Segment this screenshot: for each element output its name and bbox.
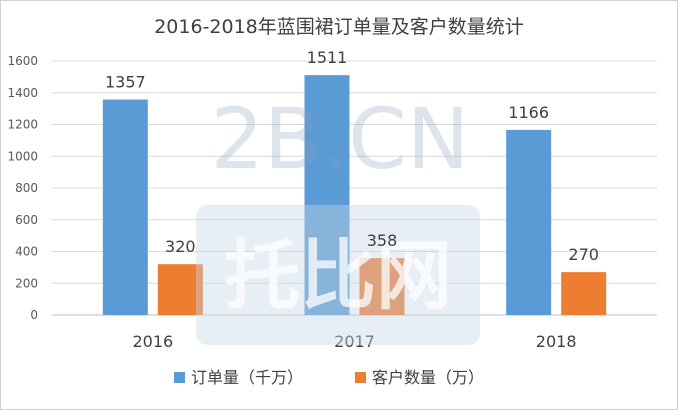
bars (102, 75, 607, 315)
legend-label: 客户数量（万） (372, 368, 484, 387)
x-tick-label: 2016 (132, 332, 173, 351)
data-label: 1166 (508, 103, 549, 122)
legend-swatch (355, 372, 366, 383)
y-tick-label: 1200 (7, 118, 38, 132)
watermark: 2B.CN 托比网 (196, 90, 480, 345)
chart-title: 2016-2018年蓝围裙订单量及客户数量统计 (154, 16, 524, 38)
bar (359, 258, 405, 315)
data-label: 1511 (307, 48, 348, 67)
y-tick-label: 1600 (7, 54, 38, 68)
data-label: 358 (367, 231, 398, 250)
y-axis: 0 200 400 600 800 1000 1200 1400 1600 (7, 54, 38, 322)
y-tick-label: 1400 (7, 86, 38, 100)
x-tick-label: 2018 (536, 332, 577, 351)
y-tick-label: 400 (15, 245, 38, 259)
legend-swatch (174, 372, 185, 383)
watermark-text: 2B.CN (210, 90, 469, 188)
bar (157, 264, 203, 315)
data-label: 270 (568, 245, 599, 264)
x-tick-label: 2017 (334, 332, 375, 351)
bar (506, 129, 552, 315)
data-label: 1357 (105, 73, 146, 92)
bar (102, 99, 148, 315)
data-labels: 1357 320 1511 358 1166 270 (105, 48, 599, 264)
y-tick-label: 0 (30, 308, 38, 322)
y-tick-label: 1000 (7, 149, 38, 163)
y-tick-label: 200 (15, 276, 38, 290)
watermark-text-cn: 托比网 (224, 231, 452, 320)
y-tick-label: 600 (15, 213, 38, 227)
legend-label: 订单量（千万） (191, 368, 303, 387)
watermark-plate (196, 205, 480, 345)
y-tick-label: 800 (15, 181, 38, 195)
bar (304, 75, 350, 315)
legend: 订单量（千万） 客户数量（万） (174, 368, 484, 387)
x-axis: 2016 2017 2018 (52, 314, 657, 351)
bar (561, 272, 607, 315)
data-label: 320 (165, 237, 196, 256)
